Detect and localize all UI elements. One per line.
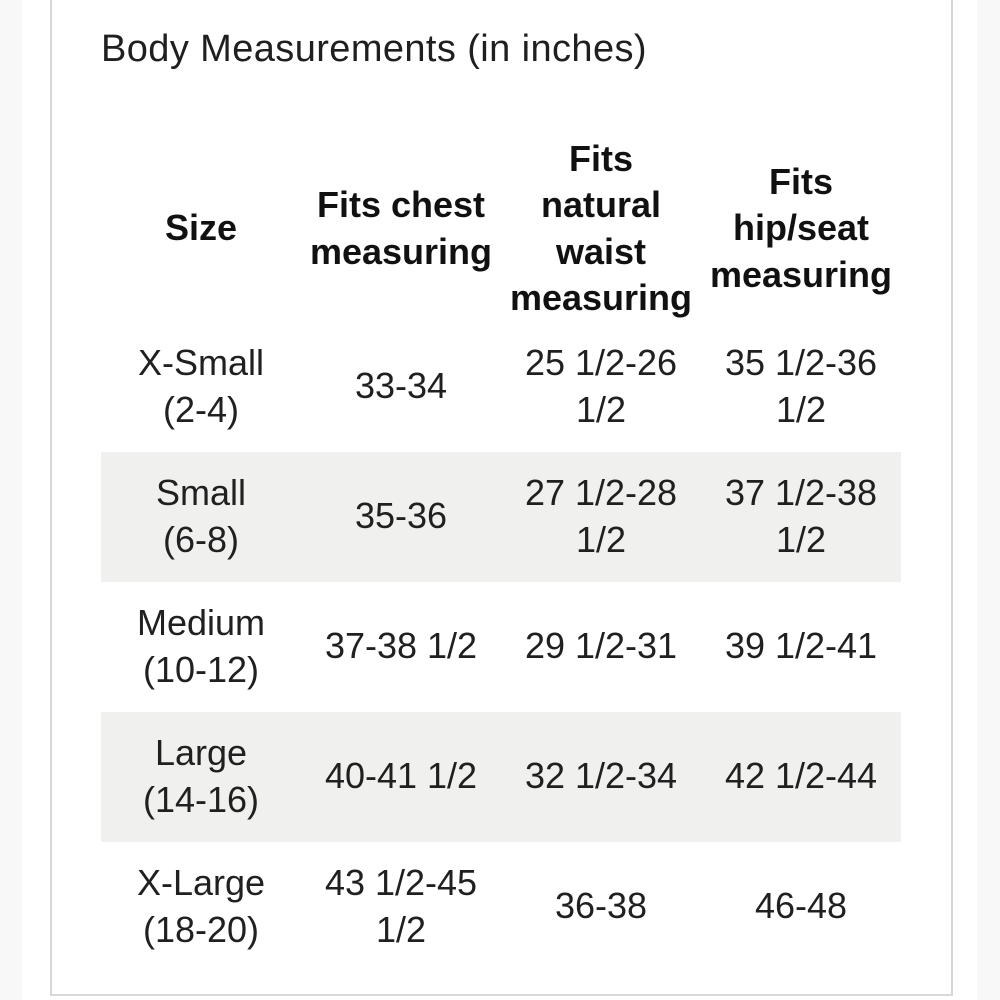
cell-size: Small (6-8) xyxy=(155,472,247,560)
cell-hip: 42 1/2-44 xyxy=(724,755,878,797)
cell-size: X-Small (2-4) xyxy=(137,342,265,430)
table-row-large: Large (14-16) 40-41 1/2 32 1/2-34 42 1/2… xyxy=(101,711,901,842)
header-cell-chest: Fits chest measuring xyxy=(309,184,493,272)
cell-waist: 32 1/2-34 xyxy=(524,755,678,797)
table-row-xsmall: X-Small (2-4) 33-34 25 1/2-26 1/2 35 1/2… xyxy=(101,322,901,452)
cell-size: Medium (10-12) xyxy=(136,602,266,690)
cell-chest: 37-38 1/2 xyxy=(324,625,478,667)
cell-hip: 35 1/2-36 1/2 xyxy=(724,342,878,430)
cell-size: X-Large (18-20) xyxy=(136,862,266,950)
cell-hip: 37 1/2-38 1/2 xyxy=(724,472,878,560)
cell-chest: 40-41 1/2 xyxy=(324,755,478,797)
page-title: Body Measurements (in inches) xyxy=(101,28,647,70)
content-panel: Body Measurements (in inches) Size Fits … xyxy=(50,0,953,996)
cell-chest: 35-36 xyxy=(354,495,448,537)
cell-chest: 43 1/2-45 1/2 xyxy=(324,862,478,950)
cell-waist: 25 1/2-26 1/2 xyxy=(524,342,678,430)
header-cell-waist: Fits natural waist measuring xyxy=(509,138,693,318)
table-row-medium: Medium (10-12) 37-38 1/2 29 1/2-31 39 1/… xyxy=(101,582,901,712)
page-edge-right xyxy=(977,0,1000,1000)
table-header-row: Size Fits chest measuring Fits natural w… xyxy=(101,136,901,322)
table-row-xlarge: X-Large (18-20) 43 1/2-45 1/2 36-38 46-4… xyxy=(101,842,901,972)
cell-waist: 36-38 xyxy=(554,885,648,927)
header-cell-hip: Fits hip/seat measuring xyxy=(709,161,893,295)
cell-waist: 29 1/2-31 xyxy=(524,625,678,667)
cell-size: Large (14-16) xyxy=(142,732,260,820)
cell-hip: 39 1/2-41 xyxy=(724,625,878,667)
body-measurements-table: Size Fits chest measuring Fits natural w… xyxy=(101,136,901,972)
header-cell-size: Size xyxy=(164,207,238,249)
cell-chest: 33-34 xyxy=(354,365,448,407)
cell-hip: 46-48 xyxy=(754,885,848,927)
page-edge-left xyxy=(0,0,22,1000)
table-row-small: Small (6-8) 35-36 27 1/2-28 1/2 37 1/2-3… xyxy=(101,451,901,582)
cell-waist: 27 1/2-28 1/2 xyxy=(524,472,678,560)
